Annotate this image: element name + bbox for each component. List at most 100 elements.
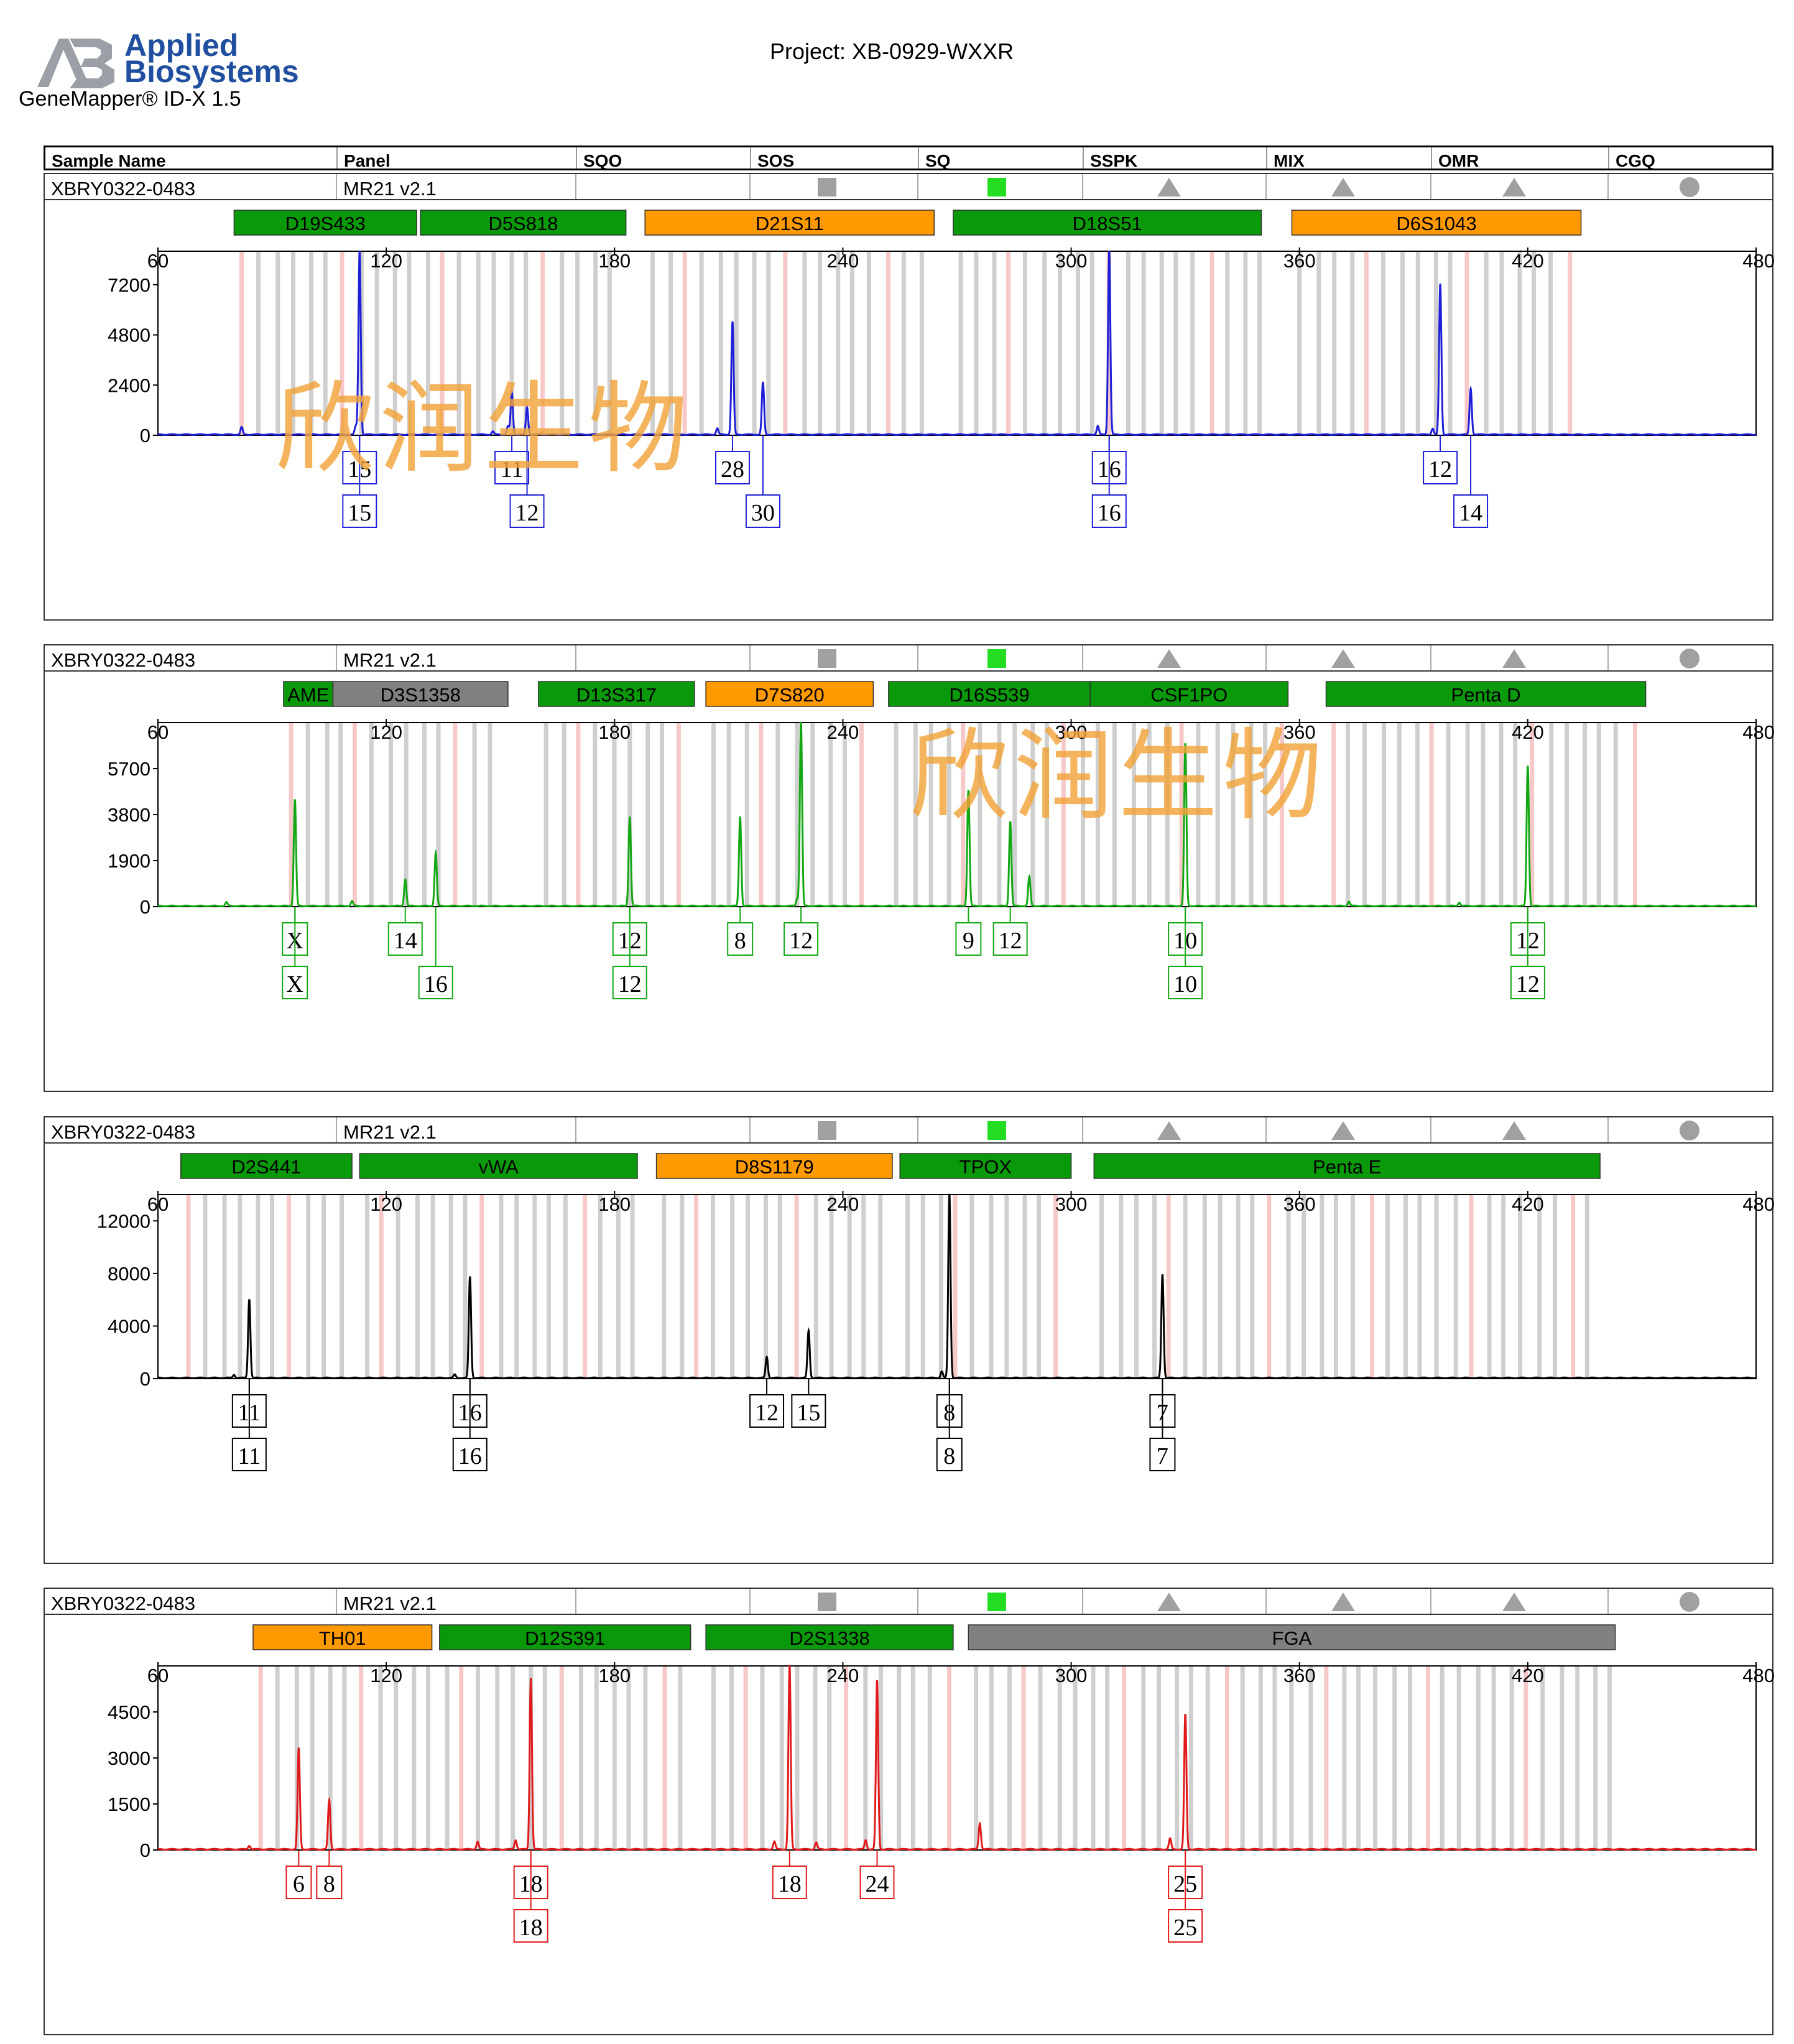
- allele-call[interactable]: 25: [1168, 1850, 1203, 1943]
- square-quality-icon[interactable]: [818, 1593, 836, 1611]
- locus-d7s820[interactable]: D7S820: [705, 681, 874, 707]
- locus-fga[interactable]: FGA: [968, 1624, 1616, 1650]
- allele-box[interactable]: [772, 1866, 807, 1899]
- allele-box[interactable]: [859, 1866, 895, 1899]
- allele-box[interactable]: [612, 966, 647, 999]
- allele-box[interactable]: [955, 922, 982, 956]
- circle-quality-icon[interactable]: [1680, 1592, 1699, 1612]
- circle-quality-icon[interactable]: [1680, 177, 1699, 197]
- allele-call[interactable]: 16: [1091, 435, 1127, 528]
- locus-penta-d[interactable]: Penta D: [1325, 681, 1647, 707]
- locus-bar[interactable]: [538, 681, 695, 707]
- allele-box[interactable]: [992, 922, 1028, 956]
- col-sample-name[interactable]: Sample Name: [45, 147, 338, 170]
- allele-box[interactable]: [936, 1438, 963, 1471]
- locus-bar[interactable]: [283, 681, 334, 707]
- allele-box[interactable]: [1149, 1438, 1176, 1471]
- allele-box[interactable]: [418, 966, 453, 999]
- allele-box[interactable]: [509, 494, 545, 528]
- col-panel[interactable]: Panel: [338, 147, 577, 170]
- col-sqo[interactable]: SQO: [577, 147, 751, 170]
- locus-bar[interactable]: [359, 1153, 638, 1179]
- locus-csf1po[interactable]: CSF1PO: [1089, 681, 1289, 707]
- allele-box[interactable]: [745, 494, 780, 528]
- locus-bar[interactable]: [439, 1624, 691, 1650]
- allele-call[interactable]: 6: [285, 1850, 312, 1899]
- allele-box[interactable]: [452, 1438, 488, 1471]
- col-sq[interactable]: SQ: [919, 147, 1084, 170]
- allele-call[interactable]: 15: [342, 435, 377, 528]
- triangle-quality-icon[interactable]: [1502, 1593, 1526, 1611]
- locus-d12s391[interactable]: D12S391: [439, 1624, 691, 1650]
- allele-call[interactable]: 11: [494, 435, 530, 484]
- locus-bar[interactable]: [420, 210, 627, 236]
- allele-box[interactable]: [1168, 1909, 1203, 1943]
- square-quality-icon[interactable]: [818, 1121, 836, 1140]
- locus-tpox[interactable]: TPOX: [899, 1153, 1072, 1179]
- allele-box[interactable]: [749, 1394, 785, 1428]
- allele-box[interactable]: [1168, 966, 1203, 999]
- locus-vwa[interactable]: vWA: [359, 1153, 638, 1179]
- sample-row[interactable]: XBRY0322-0483 MR21 v2.1: [45, 1117, 1772, 1144]
- circle-quality-icon[interactable]: [1680, 649, 1699, 668]
- locus-d19s433[interactable]: D19S433: [233, 210, 417, 236]
- locus-d2s1338[interactable]: D2S1338: [705, 1624, 954, 1650]
- square-quality-icon[interactable]: [987, 649, 1006, 668]
- allele-call[interactable]: 18: [772, 1850, 807, 1899]
- locus-bar[interactable]: [899, 1153, 1072, 1179]
- allele-call[interactable]: 15: [791, 1379, 826, 1428]
- locus-bar[interactable]: [953, 210, 1262, 236]
- locus-d16s539[interactable]: D16S539: [888, 681, 1091, 707]
- triangle-quality-icon[interactable]: [1157, 1121, 1181, 1140]
- allele-call[interactable]: 12: [1423, 435, 1458, 484]
- triangle-quality-icon[interactable]: [1331, 649, 1355, 668]
- allele-box[interactable]: [285, 1866, 312, 1899]
- allele-call[interactable]: 30: [745, 435, 780, 528]
- locus-bar[interactable]: [252, 1624, 433, 1650]
- locus-bar[interactable]: [705, 681, 874, 707]
- allele-box[interactable]: [494, 451, 530, 484]
- locus-bar[interactable]: [1089, 681, 1289, 707]
- allele-call[interactable]: 8: [936, 1379, 963, 1471]
- locus-amel[interactable]: AME: [283, 681, 334, 707]
- allele-box[interactable]: [1423, 451, 1458, 484]
- locus-bar[interactable]: [655, 1153, 893, 1179]
- allele-call[interactable]: 16: [418, 907, 453, 999]
- allele-call[interactable]: 28: [714, 435, 750, 484]
- locus-bar[interactable]: [332, 681, 509, 707]
- locus-d2s441[interactable]: D2S441: [180, 1153, 353, 1179]
- triangle-quality-icon[interactable]: [1331, 178, 1355, 197]
- locus-bar[interactable]: [1093, 1153, 1601, 1179]
- allele-call[interactable]: 24: [859, 1850, 895, 1899]
- allele-call[interactable]: 18: [513, 1850, 548, 1943]
- locus-d5s818[interactable]: D5S818: [420, 210, 627, 236]
- locus-bar[interactable]: [644, 210, 935, 236]
- allele-call[interactable]: 14: [387, 907, 423, 956]
- triangle-quality-icon[interactable]: [1331, 1121, 1355, 1140]
- allele-box[interactable]: [316, 1866, 343, 1899]
- col-omr[interactable]: OMR: [1432, 147, 1609, 170]
- allele-box[interactable]: [784, 922, 819, 956]
- allele-box[interactable]: [282, 966, 308, 999]
- col-sspk[interactable]: SSPK: [1084, 147, 1267, 170]
- sample-row[interactable]: XBRY0322-0483 MR21 v2.1: [45, 645, 1772, 672]
- col-cgq[interactable]: CGQ: [1616, 151, 1655, 170]
- allele-box[interactable]: [513, 1909, 548, 1943]
- allele-call[interactable]: 10: [1168, 907, 1203, 999]
- col-mix[interactable]: MIX: [1267, 147, 1432, 170]
- allele-call[interactable]: 12: [992, 907, 1028, 956]
- allele-box[interactable]: [714, 451, 750, 484]
- allele-call[interactable]: 7: [1149, 1379, 1176, 1471]
- allele-call[interactable]: 8: [316, 1850, 343, 1899]
- col-sos[interactable]: SOS: [751, 147, 919, 170]
- allele-box[interactable]: [791, 1394, 826, 1428]
- allele-box[interactable]: [342, 494, 377, 528]
- circle-quality-icon[interactable]: [1680, 1121, 1699, 1140]
- square-quality-icon[interactable]: [818, 178, 836, 197]
- locus-bar[interactable]: [1291, 210, 1582, 236]
- locus-penta-e[interactable]: Penta E: [1093, 1153, 1601, 1179]
- sample-row[interactable]: XBRY0322-0483 MR21 v2.1: [45, 174, 1772, 200]
- locus-bar[interactable]: [233, 210, 417, 236]
- square-quality-icon[interactable]: [987, 1593, 1006, 1611]
- locus-bar[interactable]: [180, 1153, 353, 1179]
